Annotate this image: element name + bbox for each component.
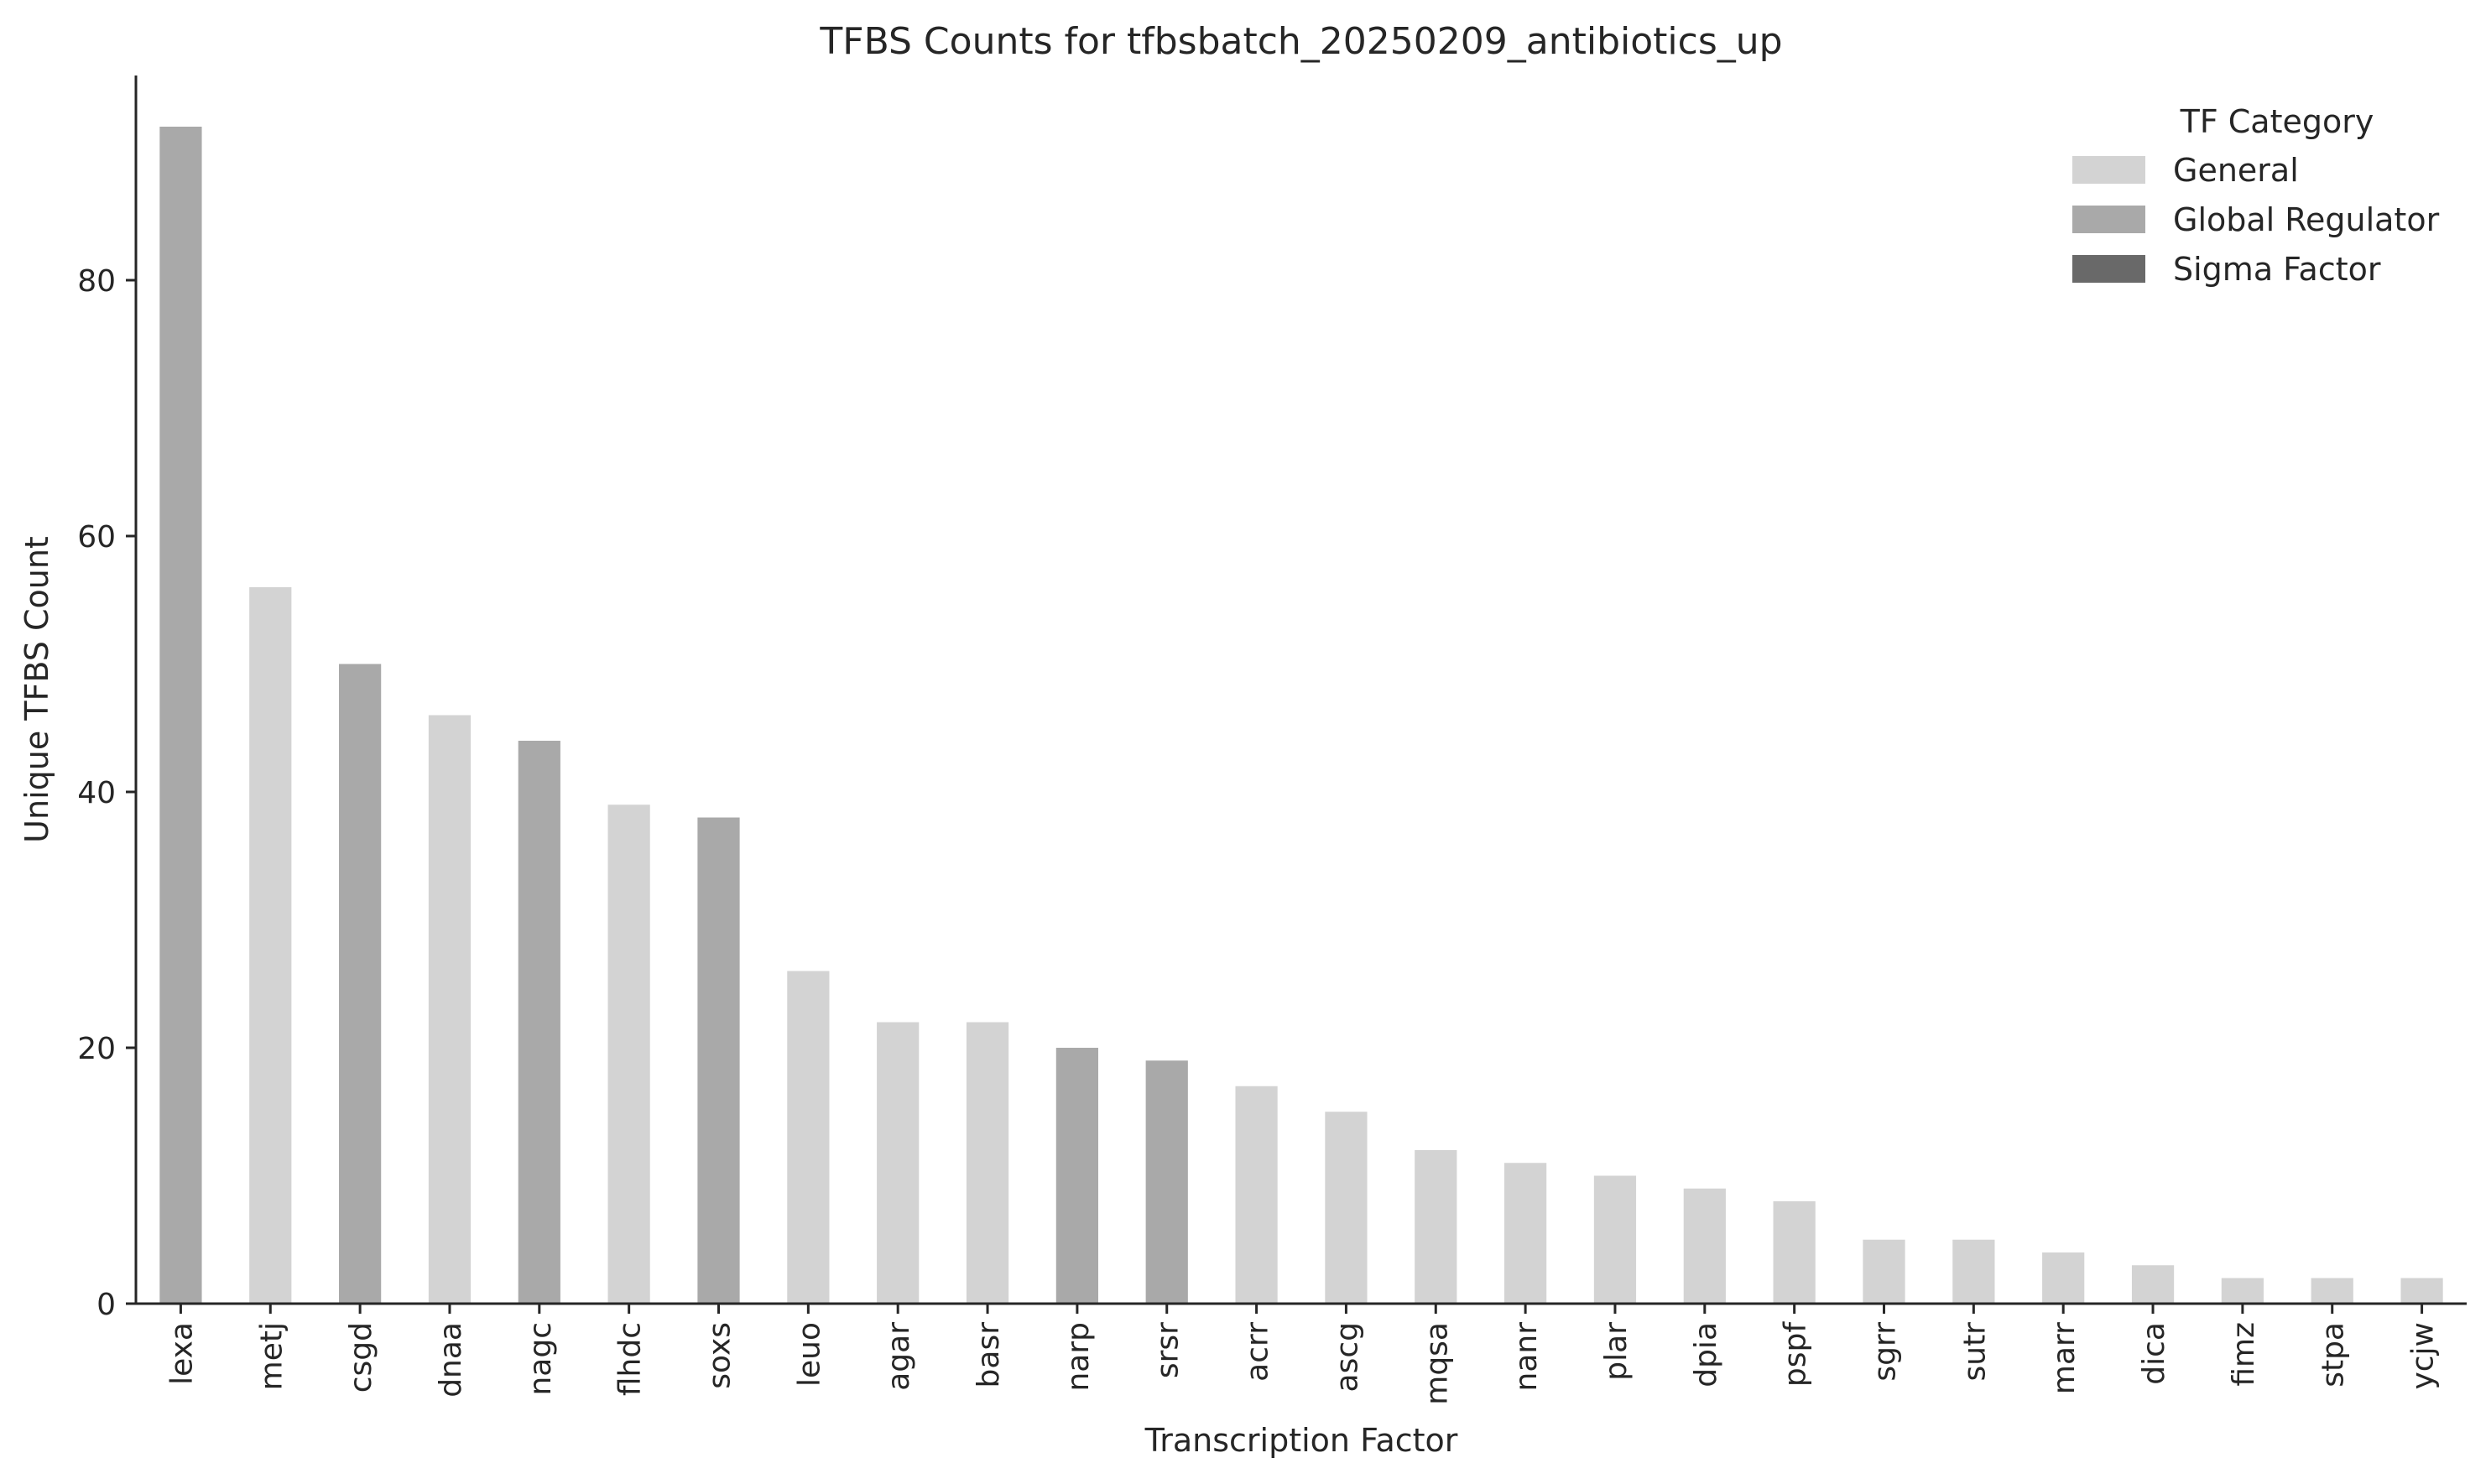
legend-label: Sigma Factor <box>2173 251 2381 288</box>
bar-ycjw <box>2400 1278 2443 1304</box>
y-tick-label: 40 <box>77 776 116 810</box>
bars-group <box>159 127 2443 1304</box>
legend-label: Global Regulator <box>2173 201 2440 238</box>
bar-basr <box>966 1022 1009 1304</box>
x-tick-label: nagc <box>524 1322 558 1396</box>
x-tick-label: pspf <box>1779 1321 1813 1387</box>
bar-sutr <box>1952 1239 1995 1304</box>
bar-narp <box>1055 1048 1098 1304</box>
x-axis-label: Transcription Factor <box>1144 1422 1458 1459</box>
x-tick-label: srsr <box>1151 1322 1186 1378</box>
x-tick-label: ascg <box>1330 1322 1364 1392</box>
legend-swatch <box>2072 255 2145 283</box>
bar-lexa <box>159 127 202 1304</box>
bar-leuo <box>787 971 830 1304</box>
x-tick-label: mqsa <box>1420 1322 1454 1405</box>
bar-plar <box>1593 1175 1637 1304</box>
bar-sgrr <box>1863 1239 1905 1304</box>
x-tick-label: flhdc <box>613 1322 648 1396</box>
bar-dica <box>2131 1265 2175 1304</box>
x-tick-label: dica <box>2137 1322 2171 1385</box>
x-tick-label: sgrr <box>1868 1322 1903 1382</box>
x-tick-label: basr <box>972 1322 1006 1388</box>
bar-srsr <box>1145 1060 1188 1304</box>
bar-nanr <box>1504 1163 1547 1304</box>
bar-ascg <box>1325 1112 1368 1304</box>
legend-entries: General Global Regulator Sigma Factor <box>2072 152 2440 288</box>
bar-fimz <box>2221 1278 2264 1304</box>
x-tick-label: fimz <box>2227 1322 2261 1387</box>
legend-title: TF Category <box>2180 103 2374 140</box>
x-tick-label: leuo <box>792 1322 826 1387</box>
bar-stpa <box>2311 1278 2353 1304</box>
x-tick-label: csgd <box>344 1322 378 1393</box>
x-tick-label: sutr <box>1957 1322 1992 1382</box>
bar-agar <box>877 1022 920 1304</box>
bar-marr <box>2042 1252 2085 1304</box>
x-tick-label: nanr <box>1509 1322 1544 1392</box>
x-axis-ticks: lexa metj csgd dnaa nagc flhdc soxs leuo agar bas… <box>164 1304 2441 1405</box>
y-axis-ticks: 0 20 40 60 80 <box>77 264 136 1322</box>
legend-label: General <box>2173 152 2299 189</box>
x-tick-label: lexa <box>164 1322 199 1385</box>
x-tick-label: soxs <box>703 1322 737 1389</box>
bar-pspf <box>1773 1201 1816 1304</box>
bar-mqsa <box>1415 1150 1457 1304</box>
legend: TF Category General Global Regulator Sigma… <box>2072 103 2440 288</box>
y-tick-label: 20 <box>77 1032 116 1066</box>
x-tick-label: acrr <box>1241 1322 1275 1382</box>
x-tick-label: dnaa <box>434 1322 468 1398</box>
bar-soxs <box>697 817 740 1304</box>
x-tick-label: dpia <box>1689 1322 1723 1388</box>
legend-swatch <box>2072 156 2145 184</box>
y-tick-label: 0 <box>96 1288 116 1322</box>
bar-nagc <box>518 741 560 1304</box>
x-tick-label: metj <box>254 1322 289 1390</box>
x-tick-label: plar <box>1599 1322 1634 1381</box>
bar-flhdc <box>607 804 650 1304</box>
y-tick-label: 60 <box>77 520 116 555</box>
bar-dnaa <box>428 715 472 1304</box>
x-tick-label: marr <box>2047 1322 2082 1394</box>
x-tick-label: stpa <box>2316 1322 2351 1388</box>
bar-csgd <box>339 664 382 1304</box>
y-tick-label: 80 <box>77 264 116 299</box>
legend-swatch <box>2072 206 2145 233</box>
bar-acrr <box>1235 1086 1278 1304</box>
x-tick-label: narp <box>1061 1322 1096 1392</box>
x-tick-label: ycjw <box>2406 1322 2441 1390</box>
bar-metj <box>249 587 292 1304</box>
chart-title: TFBS Counts for tfbsbatch_20250209_antib… <box>819 20 1782 63</box>
bar-dpia <box>1683 1188 1726 1304</box>
y-axis-label: Unique TFBS Count <box>18 536 55 843</box>
x-tick-label: agar <box>882 1322 916 1391</box>
